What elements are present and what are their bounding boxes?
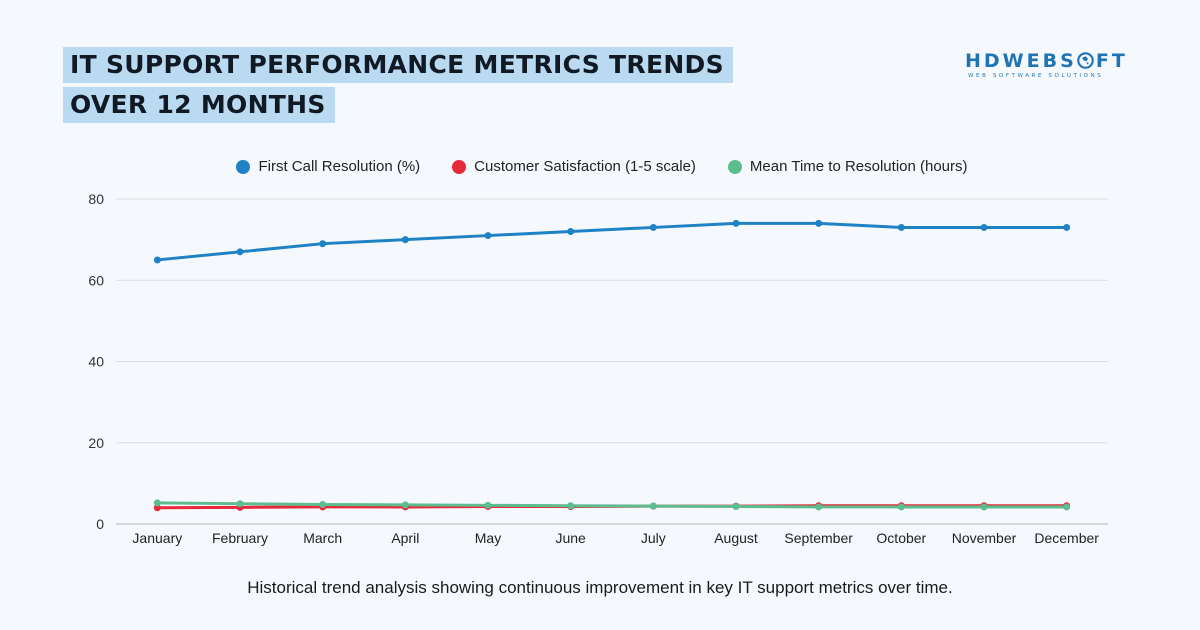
data-point (649, 223, 657, 231)
chart-caption: Historical trend analysis showing contin… (247, 578, 953, 597)
data-point (401, 236, 409, 244)
data-point (484, 501, 492, 509)
series-line (155, 221, 1069, 262)
legend-marker (727, 159, 742, 174)
chart-legend: First Call Resolution (%) Customer Satisf… (0, 158, 1200, 175)
y-tick-label: 40 (88, 354, 104, 370)
x-tick-label: December (1034, 530, 1099, 546)
data-point (567, 228, 575, 235)
data-point (732, 503, 740, 511)
legend-item: Customer Satisfaction (1-5 scale) (448, 158, 696, 175)
x-tick-label: June (555, 530, 586, 546)
data-point (236, 500, 244, 508)
data-point (897, 503, 905, 511)
x-tick-label: April (391, 530, 419, 546)
x-tick-label: August (714, 530, 758, 546)
logo-tagline: WEB SOFTWARE SOLUTIONS (968, 73, 1104, 79)
legend-marker (236, 159, 251, 174)
x-tick-label: November (952, 530, 1017, 546)
grid-lines (116, 198, 1108, 525)
chart-title-line-1: IT SUPPORT PERFORMANCE METRICS TRENDS (63, 47, 733, 83)
y-tick-label: 60 (88, 272, 104, 288)
data-point (815, 503, 823, 511)
legend-item: Mean Time to Resolution (hours) (724, 158, 968, 175)
data-point (401, 501, 409, 509)
data-point (484, 232, 492, 240)
y-tick-label: 0 (96, 516, 104, 532)
x-tick-label: January (132, 530, 182, 546)
series-line (155, 501, 1069, 509)
y-tick-label: 80 (88, 191, 104, 207)
data-point (1063, 223, 1071, 231)
legend-label: Mean Time to Resolution (hours) (749, 158, 968, 175)
x-axis-ticks: January February March April May June July Augu… (132, 530, 1099, 546)
brand-logo: HDWEBSOFT WEB SOFTWARE SOLUTIONS (965, 50, 1140, 82)
chart-title-line-2: OVER 12 MONTHS (63, 87, 335, 123)
data-point (649, 502, 657, 510)
data-point (153, 256, 161, 264)
legend-item: First Call Resolution (%) (232, 158, 420, 175)
chart-title: IT SUPPORT PERFORMANCE METRICS TRENDS OV… (63, 47, 733, 127)
legend-label: Customer Satisfaction (1-5 scale) (474, 158, 696, 175)
x-tick-label: May (475, 530, 501, 546)
x-tick-label: March (303, 530, 342, 546)
data-point (980, 503, 988, 511)
y-axis-ticks: 0 20 40 60 80 (88, 191, 104, 532)
series-group (153, 219, 1071, 512)
data-point (732, 219, 740, 227)
data-point (1063, 503, 1071, 511)
x-tick-label: September (784, 530, 853, 546)
data-point (897, 223, 905, 231)
y-tick-label: 20 (88, 435, 104, 451)
data-point (153, 504, 161, 512)
data-point (236, 248, 244, 256)
legend-marker (452, 159, 467, 174)
data-point (319, 501, 327, 508)
data-point (567, 502, 575, 510)
data-point (815, 219, 823, 227)
x-tick-label: February (212, 530, 268, 546)
x-tick-label: July (641, 530, 666, 546)
legend-label: First Call Resolution (%) (258, 158, 421, 175)
data-point (980, 223, 988, 231)
globe-icon (1077, 52, 1094, 69)
data-point (153, 499, 161, 507)
data-point (319, 240, 327, 248)
x-tick-label: October (876, 530, 926, 546)
